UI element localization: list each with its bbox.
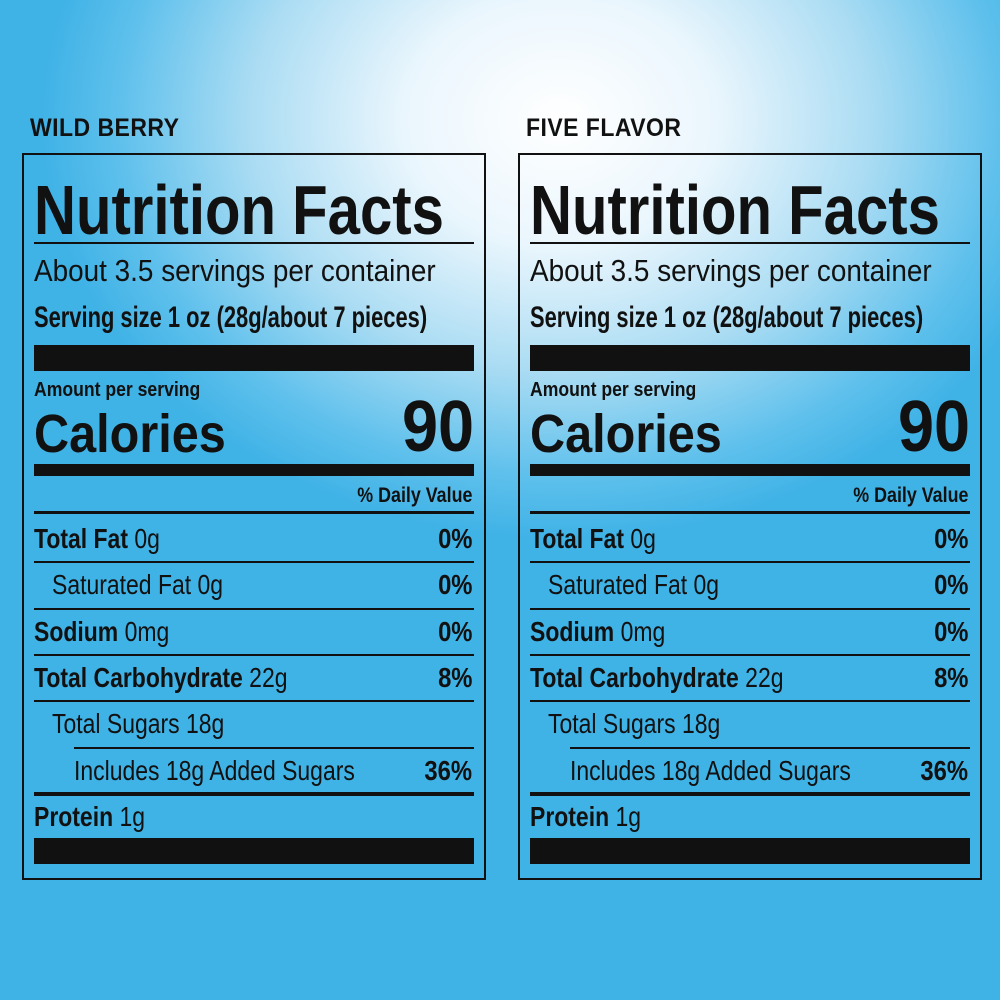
flavor-name: FIVE FLAVOR: [526, 114, 682, 142]
nutrient-daily-value: 0%: [933, 569, 968, 600]
divider: [34, 242, 474, 244]
servings-per-container: About 3.5 servings per container: [34, 253, 436, 288]
serving-size: Serving size 1 oz (28g/about 7 pieces): [34, 301, 428, 334]
divider: [34, 700, 474, 702]
thick-bar: [530, 838, 970, 864]
nutrition-facts-panel: Nutrition Facts About 3.5 servings per c…: [22, 153, 486, 880]
nutrient-daily-value: 0%: [933, 523, 968, 554]
amount-per-serving: Amount per serving: [530, 379, 697, 401]
nutrient-amount: 0mg: [124, 616, 170, 647]
divider: [34, 511, 474, 514]
serving-size: Serving size 1 oz (28g/about 7 pieces): [530, 301, 924, 334]
panel-title: Nutrition Facts: [530, 171, 940, 249]
calories-value: 90: [401, 387, 474, 467]
nutrient-row: Sodium 0mg: [530, 618, 665, 646]
divider: [34, 654, 474, 656]
nutrient-amount: 1g: [119, 801, 146, 832]
nutrient-row: Sodium 0mg: [34, 618, 169, 646]
nutrient-amount: Includes 18g Added Sugars: [74, 755, 355, 786]
nutrient-daily-value: 8%: [437, 662, 472, 693]
nutrient-name: Total Fat: [34, 523, 128, 554]
divider: [530, 792, 970, 796]
divider: [530, 242, 970, 244]
nutrient-name: Total Fat: [530, 523, 624, 554]
nutrient-daily-value: 0%: [933, 616, 968, 647]
nutrient-amount: 22g: [249, 662, 288, 693]
nutrient-amount: Total Sugars 18g: [548, 708, 721, 739]
nutrient-amount: 0g: [630, 523, 656, 554]
nutrient-row: Total Sugars 18g: [548, 710, 720, 738]
nutrient-name: Sodium: [34, 616, 119, 647]
nutrient-daily-value: 0%: [437, 523, 472, 554]
nutrient-amount: 1g: [615, 801, 642, 832]
thick-bar: [34, 464, 474, 476]
nutrient-row: Protein 1g: [34, 803, 145, 831]
nutrient-row: Saturated Fat 0g: [52, 571, 223, 599]
daily-value-header: % Daily Value: [356, 484, 472, 507]
daily-value-header: % Daily Value: [852, 484, 968, 507]
divider: [530, 561, 970, 563]
nutrient-row: Includes 18g Added Sugars: [570, 757, 851, 785]
nutrient-amount: 22g: [745, 662, 784, 693]
flavor-name: WILD BERRY: [30, 114, 180, 142]
divider: [530, 700, 970, 702]
divider: [530, 511, 970, 514]
divider: [530, 608, 970, 610]
divider: [34, 608, 474, 610]
nutrient-amount: 0mg: [620, 616, 666, 647]
nutrient-name: Protein: [530, 801, 610, 832]
divider: [34, 561, 474, 563]
divider: [34, 792, 474, 796]
servings-per-container: About 3.5 servings per container: [530, 253, 932, 288]
nutrient-name: Protein: [34, 801, 114, 832]
thick-bar: [34, 838, 474, 864]
thick-bar: [34, 345, 474, 371]
thick-bar: [530, 345, 970, 371]
nutrient-amount: Saturated Fat 0g: [52, 569, 224, 600]
nutrient-row: Total Carbohydrate 22g: [34, 664, 287, 692]
nutrient-amount: 0g: [134, 523, 160, 554]
nutrient-row: Includes 18g Added Sugars: [74, 757, 355, 785]
nutrition-facts-panel: Nutrition Facts About 3.5 servings per c…: [518, 153, 982, 880]
thick-bar: [530, 464, 970, 476]
nutrient-row: Protein 1g: [530, 803, 641, 831]
nutrient-row: Total Fat 0g: [34, 525, 160, 553]
panel-title: Nutrition Facts: [34, 171, 444, 249]
nutrient-amount: Total Sugars 18g: [52, 708, 225, 739]
calories-value: 90: [897, 387, 970, 467]
divider: [570, 747, 970, 749]
nutrient-row: Total Fat 0g: [530, 525, 656, 553]
nutrient-daily-value: 0%: [437, 616, 472, 647]
divider: [530, 654, 970, 656]
nutrient-daily-value: 0%: [437, 569, 472, 600]
nutrient-daily-value: 8%: [933, 662, 968, 693]
calories-label: Calories: [530, 404, 722, 464]
nutrient-daily-value: 36%: [920, 755, 968, 786]
nutrient-name: Total Carbohydrate: [34, 662, 243, 693]
nutrient-row: Total Carbohydrate 22g: [530, 664, 783, 692]
nutrient-daily-value: 36%: [424, 755, 472, 786]
nutrient-amount: Saturated Fat 0g: [548, 569, 720, 600]
calories-label: Calories: [34, 404, 226, 464]
nutrient-row: Total Sugars 18g: [52, 710, 224, 738]
nutrient-name: Total Carbohydrate: [530, 662, 739, 693]
divider: [74, 747, 474, 749]
amount-per-serving: Amount per serving: [34, 379, 201, 401]
nutrient-name: Sodium: [530, 616, 615, 647]
nutrient-amount: Includes 18g Added Sugars: [570, 755, 851, 786]
nutrient-row: Saturated Fat 0g: [548, 571, 719, 599]
